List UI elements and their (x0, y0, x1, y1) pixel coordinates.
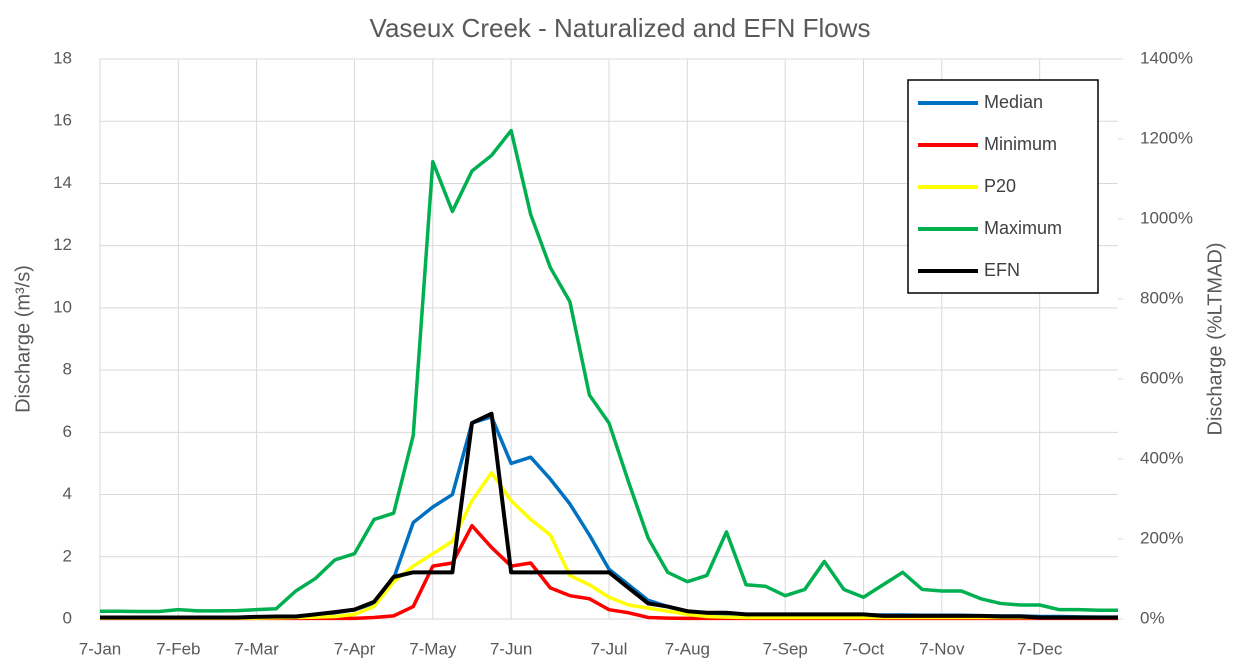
y2-tick-label: 400% (1140, 448, 1183, 467)
series-line (100, 411, 1118, 620)
y2-tick-label: 600% (1140, 368, 1183, 387)
x-tick-label: 7-Apr (334, 639, 376, 658)
x-tick-label: 7-Aug (665, 639, 710, 658)
y-tick-label: 8 (63, 360, 72, 379)
y-axis-title: Discharge (m³/s) (12, 265, 34, 413)
legend-label: Minimum (984, 134, 1057, 154)
y2-tick-label: 200% (1140, 528, 1183, 547)
y-tick-label: 18 (53, 48, 72, 67)
x-tick-label: 7-Sep (763, 639, 808, 658)
x-tick-label: 7-Nov (919, 639, 965, 658)
y-tick-label: 14 (53, 173, 72, 192)
x-tick-label: 7-Oct (843, 639, 885, 658)
y2-tick-label: 1200% (1140, 128, 1193, 147)
x-tick-label: 7-May (409, 639, 457, 658)
y-tick-label: 4 (63, 484, 72, 503)
y-tick-label: 0 (63, 608, 72, 627)
y-tick-label: 12 (53, 235, 72, 254)
legend-label: Maximum (984, 218, 1062, 238)
y-tick-label: 16 (53, 111, 72, 130)
x-tick-label: 7-Jan (79, 639, 122, 658)
y2-tick-label: 1400% (1140, 48, 1193, 67)
legend-label: Median (984, 92, 1043, 112)
y2-axis-title: Discharge (%LTMAD) (1204, 243, 1226, 436)
x-tick-label: 7-Feb (156, 639, 200, 658)
legend-label: EFN (984, 260, 1020, 280)
chart-title: Vaseux Creek - Naturalized and EFN Flows (370, 13, 871, 43)
y2-tick-label: 1000% (1140, 208, 1193, 227)
x-tick-label: 7-Jul (591, 639, 628, 658)
x-tick-label: 7-Mar (234, 639, 279, 658)
series-line (100, 128, 1118, 614)
y2-tick-label: 0% (1140, 608, 1165, 627)
y-tick-label: 10 (53, 297, 72, 316)
y-tick-label: 6 (63, 422, 72, 441)
legend-label: P20 (984, 176, 1016, 196)
x-tick-label: 7-Dec (1017, 639, 1063, 658)
y-tick-label: 2 (63, 546, 72, 565)
y2-tick-label: 800% (1140, 288, 1183, 307)
x-tick-label: 7-Jun (490, 639, 533, 658)
